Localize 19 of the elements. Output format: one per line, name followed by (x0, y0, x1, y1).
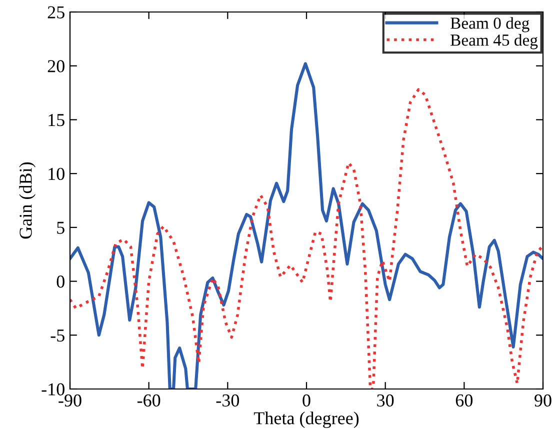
x-tick-label: 0 (302, 394, 310, 407)
x-tick-label: 90 (534, 394, 552, 407)
y-tick-label: 10 (48, 168, 64, 180)
x-tick-label: 30 (377, 394, 394, 407)
y-tick-label: 0 (56, 276, 64, 288)
y-tick-label: -5 (50, 330, 64, 342)
y-axis-title: Gain (dBi) (19, 162, 36, 239)
y-tick-label: 15 (48, 114, 64, 126)
legend-label: Beam 0 deg (450, 17, 530, 32)
y-tick-label: 25 (48, 6, 64, 18)
y-tick-label: 5 (57, 222, 64, 234)
x-tick-label: -90 (58, 394, 82, 407)
x-tick-label: -60 (137, 394, 160, 407)
y-tick-label: 20 (48, 60, 64, 72)
x-tick-label: 60 (456, 394, 473, 407)
x-axis-title: Theta (degree) (254, 412, 359, 428)
legend-label: Beam 45 deg (450, 34, 538, 50)
y-tick-label: -10 (42, 383, 64, 396)
x-tick-label: -30 (216, 394, 240, 407)
